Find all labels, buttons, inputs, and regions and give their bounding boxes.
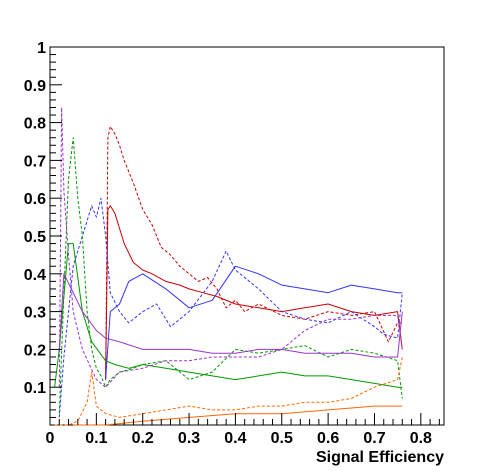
series-line-2 <box>58 197 403 418</box>
series-line-7 <box>58 273 403 358</box>
axis-layer: 0 0.1 0.2 0.3 0.4 0.5 0.6 0.7 0.8 0.1 0.2 0.3 0.4 0.5… <box>24 40 440 447</box>
series-line-5 <box>54 243 403 388</box>
x-tick-label: 0.3 <box>178 430 200 447</box>
y-tick-label: 1 <box>37 40 46 57</box>
x-tick-label: 0.4 <box>224 430 246 447</box>
y-tick-label: 0.4 <box>24 267 46 284</box>
x-axis-title: Signal Efficiency <box>316 449 444 466</box>
x-tick-label: 0.5 <box>271 430 293 447</box>
x-tick-label: 0.1 <box>85 430 107 447</box>
y-tick-label: 0.8 <box>24 116 46 133</box>
x-tick-label: 0.2 <box>132 430 154 447</box>
series-layer <box>54 107 403 426</box>
y-tick-label: 0.5 <box>24 229 46 246</box>
y-tick-label: 0.2 <box>24 342 46 359</box>
x-tick-label: 0.8 <box>410 430 432 447</box>
x-tick-label: 0 <box>46 430 55 447</box>
series-line-6 <box>58 107 403 388</box>
x-tick-label: 0.7 <box>363 430 385 447</box>
y-tick-label: 0.9 <box>24 78 46 95</box>
y-tick-label: 0.1 <box>24 380 46 397</box>
plot-frame <box>49 46 445 426</box>
series-line-1 <box>105 205 403 380</box>
series-line-0 <box>105 125 403 380</box>
x-tick-label: 0.6 <box>317 430 339 447</box>
y-tick-label: 0.7 <box>24 153 46 170</box>
y-tick-label: 0.6 <box>24 191 46 208</box>
y-tick-label: 0.3 <box>24 305 46 322</box>
series-line-3 <box>105 265 403 380</box>
